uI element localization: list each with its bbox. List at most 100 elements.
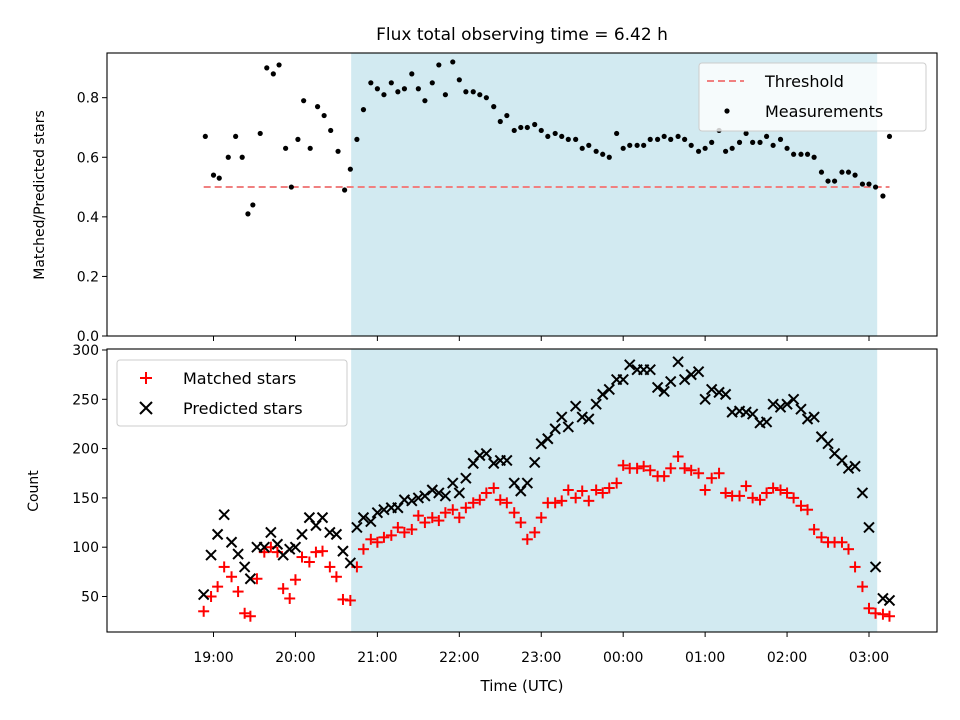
matched-star-point bbox=[713, 467, 725, 479]
predicted-star-point bbox=[439, 490, 452, 502]
matched-star-point bbox=[365, 533, 377, 545]
measurement-point bbox=[483, 95, 489, 101]
measurement-point bbox=[511, 127, 517, 134]
predicted-star-point bbox=[265, 526, 277, 539]
measurement-point bbox=[276, 62, 282, 68]
matched-star-point bbox=[467, 497, 479, 509]
matched-star-point bbox=[631, 462, 643, 474]
predicted-star-point bbox=[685, 368, 697, 381]
measurement-point bbox=[436, 62, 442, 68]
predicted-star-point bbox=[774, 401, 787, 413]
matched-star-point bbox=[535, 512, 547, 524]
bottom-y-tick-label: 250 bbox=[72, 392, 99, 408]
measurement-point bbox=[225, 154, 231, 160]
measurement-point bbox=[770, 142, 776, 148]
measurement-point bbox=[804, 151, 811, 157]
predicted-star-point bbox=[869, 561, 882, 573]
matched-star-point bbox=[453, 512, 465, 524]
predicted-star-point bbox=[324, 526, 336, 539]
predicted-star-point bbox=[644, 364, 656, 376]
predicted-star-point bbox=[658, 385, 670, 398]
x-tick-label: 20:00 bbox=[275, 650, 315, 666]
measurement-point bbox=[202, 133, 208, 140]
measurement-point bbox=[388, 80, 394, 86]
predicted-star-point bbox=[480, 447, 493, 460]
measurement-point bbox=[250, 202, 256, 208]
measurement-point bbox=[314, 104, 321, 110]
matched-star-point bbox=[277, 583, 289, 595]
predicted-star-point bbox=[460, 472, 472, 484]
bottom-y-tick-label: 50 bbox=[81, 590, 99, 606]
predicted-star-point bbox=[225, 536, 238, 548]
matched-star-point bbox=[412, 510, 424, 522]
predicted-star-point bbox=[569, 400, 582, 412]
measurement-point bbox=[354, 136, 360, 142]
measurement-point bbox=[395, 89, 401, 95]
predicted-star-point bbox=[244, 573, 257, 585]
legend-measurements-label: Measurements bbox=[765, 102, 883, 121]
predicted-star-point bbox=[289, 541, 302, 553]
predicted-star-point bbox=[562, 421, 575, 433]
measurement-point bbox=[283, 145, 289, 151]
predicted-star-point bbox=[746, 408, 759, 420]
measurement-point bbox=[757, 139, 763, 145]
x-tick-label: 01:00 bbox=[685, 650, 725, 666]
measurement-point bbox=[545, 133, 551, 140]
matched-star-point bbox=[392, 521, 404, 533]
top-panel: 0.00.20.40.60.8 Matched/Predicted stars … bbox=[32, 52, 938, 345]
measurement-point bbox=[811, 154, 817, 160]
measurement-point bbox=[518, 124, 524, 131]
top-axes-layer: 0.0 0.2 0.4 0.6 0.8 bbox=[77, 52, 938, 345]
bottom-shade-layer bbox=[351, 349, 878, 632]
measurement-point bbox=[264, 65, 270, 71]
predicted-star-point bbox=[426, 484, 438, 496]
predicted-star-point bbox=[877, 592, 889, 605]
predicted-star-point bbox=[556, 411, 568, 423]
measurement-point bbox=[463, 89, 469, 95]
matched-star-point bbox=[494, 494, 506, 506]
chart-title: Flux total observing time = 6.42 h bbox=[376, 25, 668, 45]
measurement-point bbox=[288, 184, 294, 190]
predicted-star-point bbox=[271, 538, 284, 550]
matched-star-point bbox=[212, 581, 224, 593]
measurement-point bbox=[442, 92, 448, 98]
matched-star-point bbox=[251, 573, 263, 585]
measurement-point bbox=[429, 80, 435, 86]
matched-star-point bbox=[734, 490, 746, 502]
measurement-point bbox=[470, 89, 476, 95]
matched-star-point bbox=[501, 497, 513, 509]
x-tick-label: 19:00 bbox=[193, 650, 233, 666]
matched-star-point bbox=[508, 507, 520, 519]
measurement-point bbox=[606, 154, 612, 160]
predicted-star-point bbox=[808, 411, 820, 423]
measurement-point bbox=[614, 130, 620, 137]
measurement-point bbox=[321, 112, 327, 119]
predicted-star-point bbox=[501, 454, 513, 467]
measurement-point bbox=[736, 139, 743, 145]
predicted-star-point bbox=[474, 449, 486, 462]
measurement-point bbox=[301, 98, 307, 104]
matched-star-point bbox=[644, 464, 656, 476]
matched-star-point bbox=[617, 459, 629, 471]
measurement-point bbox=[743, 130, 749, 137]
predicted-star-point bbox=[211, 528, 224, 541]
bottom-observing-window bbox=[351, 349, 878, 632]
measurement-point bbox=[880, 193, 886, 199]
measurement-point bbox=[818, 169, 825, 175]
matched-star-point bbox=[398, 526, 410, 538]
measurement-point bbox=[886, 133, 893, 140]
measurement-point bbox=[593, 148, 599, 154]
measurement-point bbox=[682, 136, 688, 142]
top-y-tick-label: 0.2 bbox=[77, 269, 99, 285]
predicted-star-point bbox=[842, 462, 855, 475]
matched-star-point bbox=[685, 464, 697, 476]
top-y-tick-label: 0.4 bbox=[77, 210, 99, 226]
bottom-legend: Matched stars Predicted stars bbox=[116, 359, 348, 427]
measurement-point bbox=[347, 166, 353, 172]
measurement-point bbox=[831, 178, 838, 184]
predicted-star-point bbox=[713, 386, 725, 399]
measurement-point bbox=[565, 136, 571, 142]
measurement-point bbox=[702, 145, 708, 151]
matched-star-point bbox=[232, 586, 244, 598]
